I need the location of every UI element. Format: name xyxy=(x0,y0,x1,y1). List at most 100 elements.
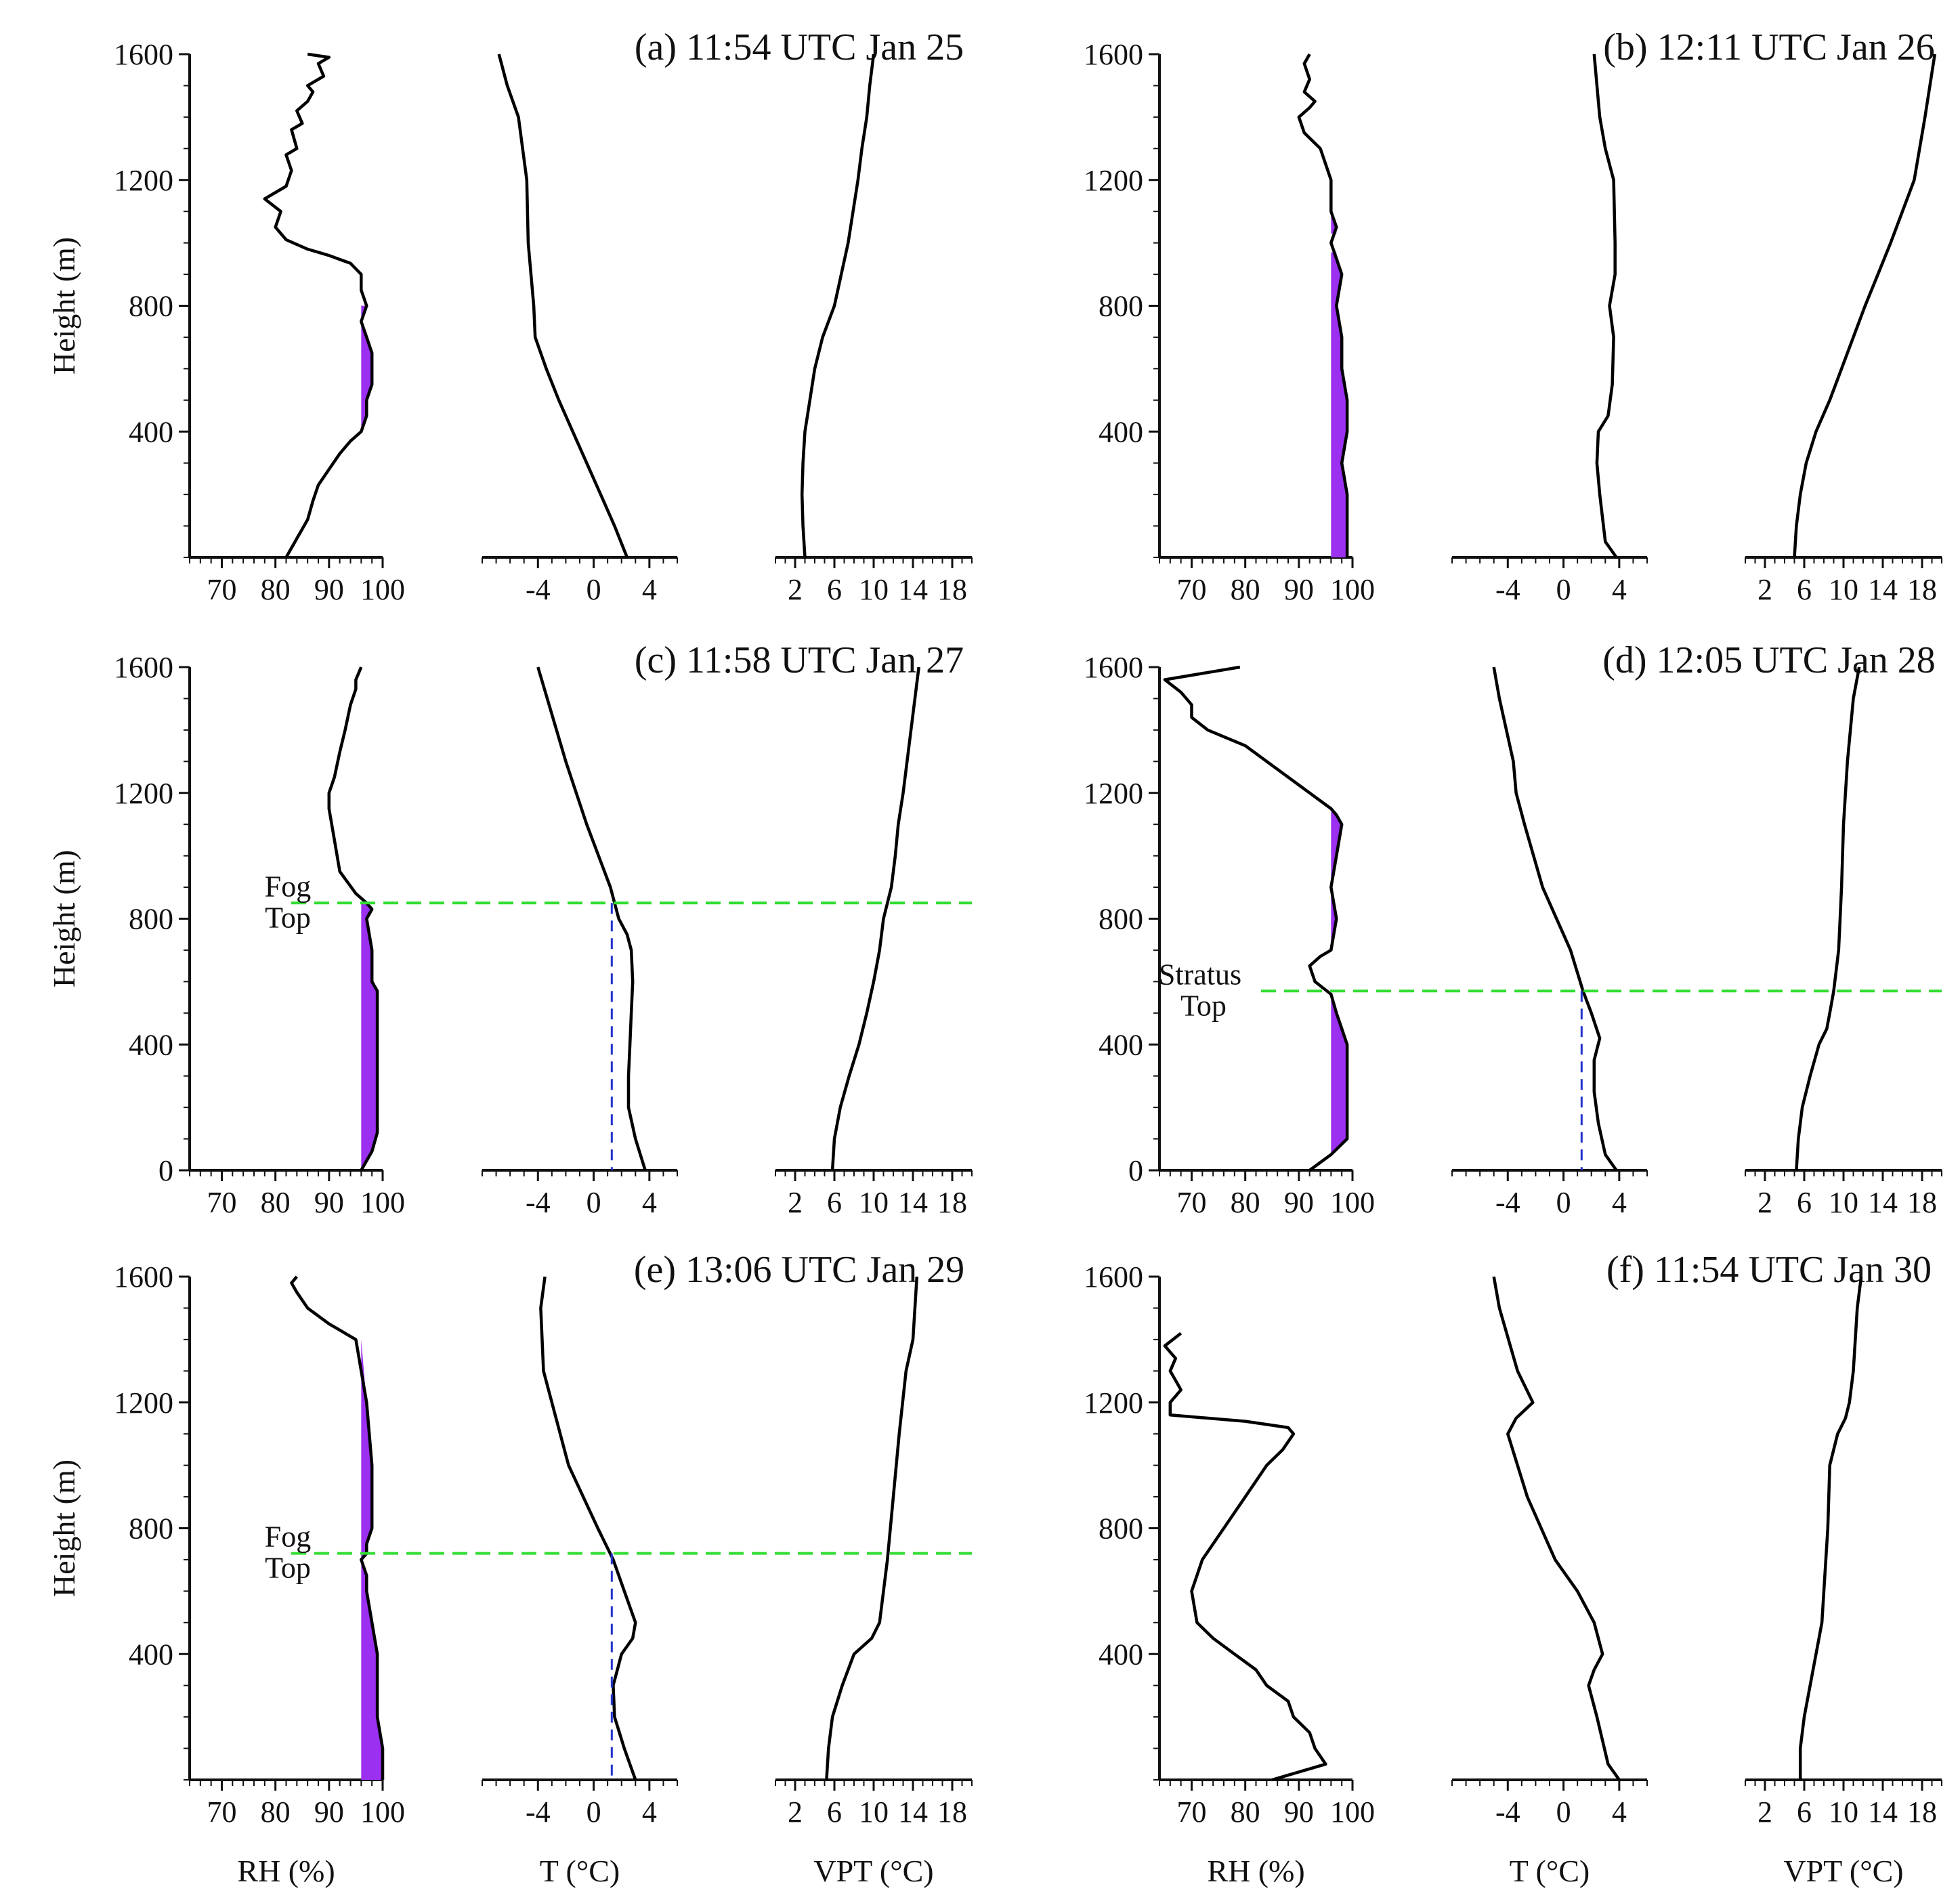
y-tick-label: 1600 xyxy=(1084,1260,1143,1294)
y-tick-label: 800 xyxy=(129,290,173,323)
y-tick-label: 400 xyxy=(129,1028,173,1061)
subplot-t: -4 0 4 T (°C) xyxy=(482,1276,678,1888)
x-tick-label: 6 xyxy=(1797,573,1812,606)
panel-title: (f) 11:54 UTC Jan 30 xyxy=(1606,1249,1932,1291)
panel-c: (c) 11:58 UTC Jan 27040080012001600Heigh… xyxy=(47,639,973,1219)
x-tick-label: 4 xyxy=(1612,1795,1627,1829)
rh-profile-line xyxy=(290,1275,385,1780)
vpt-profile-line xyxy=(1795,666,1861,1171)
x-tick-label: 2 xyxy=(1757,1795,1772,1829)
x-tick-label: 80 xyxy=(261,573,291,606)
x-tick-label: 80 xyxy=(261,1795,291,1829)
y-tick-label: 1600 xyxy=(114,38,173,71)
x-tick-label: 4 xyxy=(1612,573,1627,606)
panel-e: (e) 13:06 UTC Jan 2940080012001600Height… xyxy=(47,1249,973,1888)
x-tick-label: 14 xyxy=(1868,573,1898,606)
rh-profile-line xyxy=(1163,1331,1327,1782)
x-tick-label: 6 xyxy=(827,573,842,606)
subplot-rh: 70 80 90 100 RH (%) xyxy=(1159,1331,1375,1888)
x-tick-label: 0 xyxy=(587,573,601,606)
x-tick-label: 6 xyxy=(827,1795,842,1829)
x-tick-label: 90 xyxy=(1284,1186,1314,1219)
x-tick-label: -4 xyxy=(526,1795,551,1829)
x-tick-label: 6 xyxy=(827,1186,842,1219)
x-tick-label: 4 xyxy=(642,1186,657,1219)
x-tick-label: 2 xyxy=(1757,1186,1772,1219)
vpt-profile-line xyxy=(1798,1276,1863,1780)
saturated-layer-fill xyxy=(361,903,378,1170)
x-tick-label: 2 xyxy=(1757,573,1772,606)
x-tick-label: 18 xyxy=(1907,1795,1937,1829)
t-profile-line xyxy=(1592,54,1618,559)
x-tick-label: 4 xyxy=(642,1795,657,1829)
annotation-label-line2: Top xyxy=(265,901,311,934)
y-tick-label: 1200 xyxy=(114,1386,173,1420)
panel-title: (b) 12:11 UTC Jan 26 xyxy=(1603,26,1934,68)
annotation-label-line2: Top xyxy=(265,1552,311,1585)
y-tick-label: 800 xyxy=(129,1512,173,1546)
x-tick-label: 80 xyxy=(1231,573,1260,606)
x-tick-label: 14 xyxy=(898,1186,928,1219)
panel-title: (c) 11:58 UTC Jan 27 xyxy=(635,639,964,681)
panel-title: (e) 13:06 UTC Jan 29 xyxy=(634,1249,964,1291)
x-tick-label: 6 xyxy=(1797,1186,1812,1219)
y-tick-label: 1200 xyxy=(1084,1386,1143,1420)
saturated-layer-fill xyxy=(1331,994,1348,1170)
panel-f: (f) 11:54 UTC Jan 30 400 800 1200 1600 70 80 90… xyxy=(1084,1249,1942,1888)
t-profile-line xyxy=(539,1276,637,1781)
subplot-vpt: 2 6 10 14 18 xyxy=(1745,666,1942,1219)
rh-profile-line xyxy=(327,666,379,1172)
y-tick-label: 400 xyxy=(129,415,173,448)
y-tick-label: 1200 xyxy=(1084,164,1143,197)
x-tick-label: 4 xyxy=(642,573,657,606)
x-tick-label: 100 xyxy=(360,1186,405,1219)
x-tick-label: 90 xyxy=(314,573,344,606)
saturated-layer-fill xyxy=(361,1339,383,1780)
x-tick-label: 70 xyxy=(1177,1795,1207,1829)
rh-profile-line xyxy=(263,52,374,559)
y-tick-label: 0 xyxy=(158,1154,173,1187)
annotation-label-line1: Stratus xyxy=(1159,958,1241,991)
x-tick-label: -4 xyxy=(1495,1795,1520,1829)
x-tick-label: 0 xyxy=(1556,573,1571,606)
y-tick-label: 1600 xyxy=(1084,651,1143,684)
x-tick-label: 6 xyxy=(1797,1795,1812,1829)
y-tick-label: 1200 xyxy=(1084,777,1143,810)
t-profile-line xyxy=(536,666,647,1171)
x-tick-label: 14 xyxy=(1868,1186,1898,1219)
x-axis-label: T (°C) xyxy=(1510,1854,1590,1888)
y-tick-label: 400 xyxy=(1099,1028,1143,1061)
x-tick-label: 2 xyxy=(788,1186,803,1219)
vpt-profile-line xyxy=(825,1276,919,1781)
subplot-vpt: 2 6 10 14 18 xyxy=(775,666,973,1219)
x-tick-label: 100 xyxy=(1330,573,1375,606)
panel-a: (a) 11:54 UTC Jan 2540080012001600Height… xyxy=(47,26,973,606)
y-tick-label: 400 xyxy=(1099,415,1143,448)
x-axis-label: RH (%) xyxy=(237,1854,335,1888)
x-tick-label: 100 xyxy=(1330,1186,1375,1219)
x-tick-label: 90 xyxy=(314,1186,344,1219)
x-tick-label: 80 xyxy=(1231,1186,1260,1219)
subplot-t: -4 0 4 xyxy=(482,666,678,1219)
panel-title: (d) 12:05 UTC Jan 28 xyxy=(1602,639,1936,681)
x-tick-label: 14 xyxy=(898,1795,928,1829)
x-tick-label: 18 xyxy=(1907,573,1937,606)
x-tick-label: 4 xyxy=(1612,1186,1627,1219)
vpt-profile-line xyxy=(800,54,876,558)
x-tick-label: 2 xyxy=(788,1795,803,1829)
x-tick-label: 100 xyxy=(360,1795,405,1829)
subplot-rh: 70 80 90 100 RH (%) xyxy=(189,1275,405,1888)
x-tick-label: 100 xyxy=(360,573,405,606)
x-tick-label: 70 xyxy=(1177,573,1207,606)
subplot-rh: 70 80 90 100 xyxy=(189,666,405,1219)
x-tick-label: 2 xyxy=(788,573,803,606)
y-tick-label: 800 xyxy=(1099,1512,1143,1546)
vpt-profile-line xyxy=(830,666,920,1171)
saturated-layer-fill xyxy=(361,305,372,438)
x-tick-label: 70 xyxy=(207,1186,237,1219)
panel-d: (d) 12:05 UTC Jan 28 0 400 800 1200 1600 70 80 9… xyxy=(1084,639,1942,1219)
y-tick-label: 1200 xyxy=(114,777,173,810)
subplot-t: -4 0 4 xyxy=(482,54,678,606)
y-tick-label: 1600 xyxy=(1084,38,1143,71)
